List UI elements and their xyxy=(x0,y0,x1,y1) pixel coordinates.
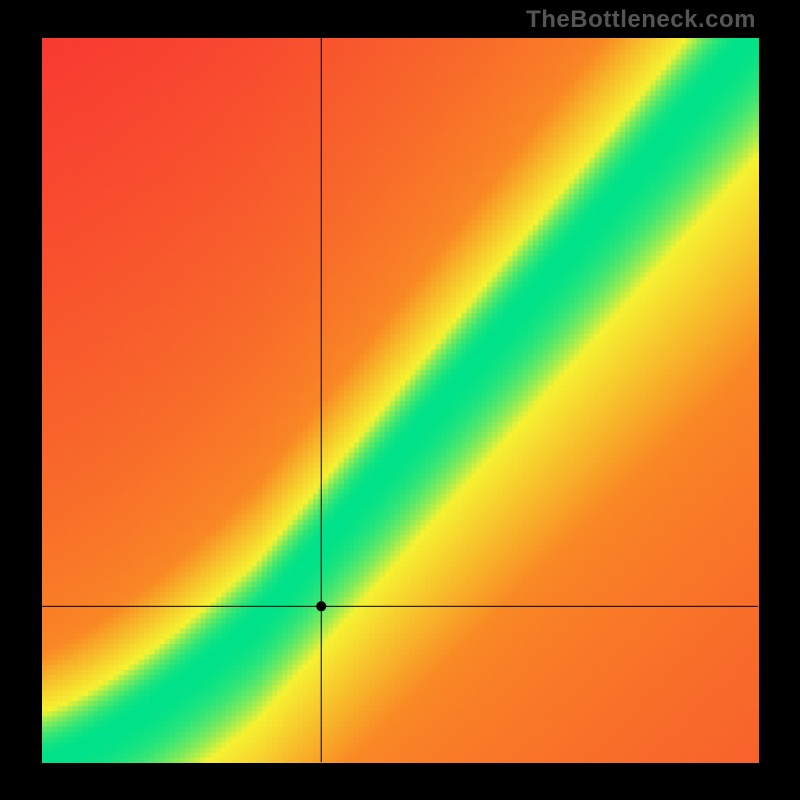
watermark-text: TheBottleneck.com xyxy=(526,6,756,34)
chart-container: TheBottleneck.com xyxy=(0,0,800,800)
bottleneck-heatmap xyxy=(0,0,800,800)
